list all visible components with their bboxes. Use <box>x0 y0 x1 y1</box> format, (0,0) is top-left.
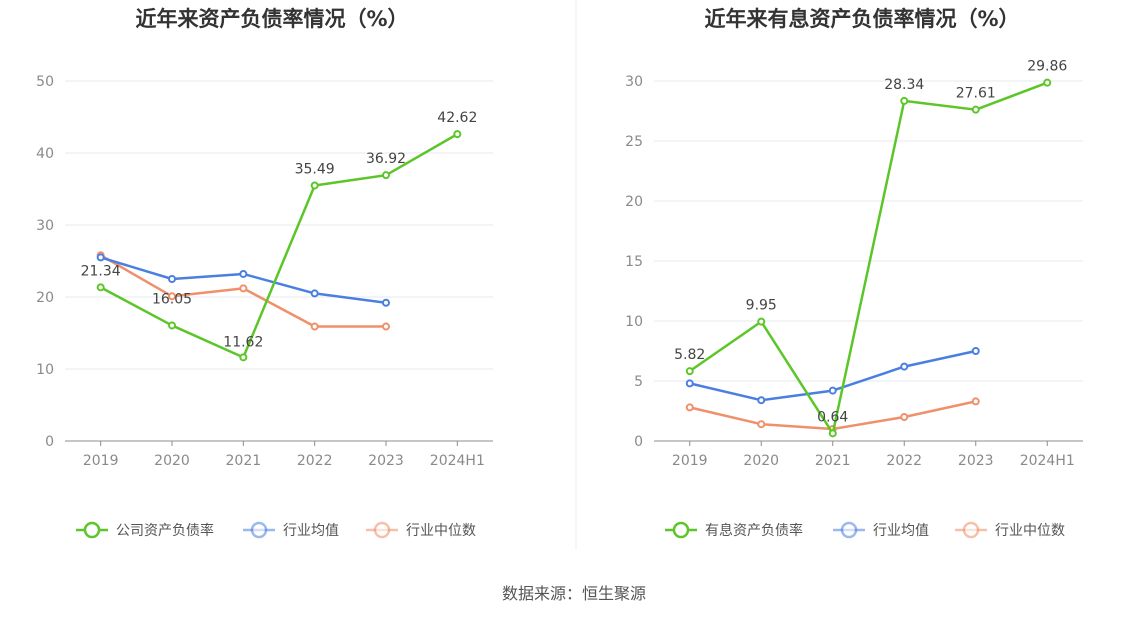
data-label: 27.61 <box>956 86 996 102</box>
x-tick-label: 2024H1 <box>430 453 485 469</box>
data-label: 36.92 <box>366 151 406 167</box>
chart-title: 近年来资产负债率情况（%） <box>135 7 408 31</box>
y-tick-label: 30 <box>625 74 643 90</box>
legend-swatch-marker <box>840 521 858 539</box>
data-point <box>168 292 176 301</box>
data-point <box>828 429 837 438</box>
data-point <box>96 253 105 262</box>
data-point <box>310 289 319 298</box>
data-label: 42.62 <box>437 110 477 126</box>
legend-label: 行业均值 <box>283 523 339 539</box>
data-point <box>382 298 390 307</box>
data-point <box>828 386 837 395</box>
data-point <box>453 130 462 139</box>
x-tick-label: 2019 <box>672 453 708 469</box>
data-label: 0.64 <box>817 409 848 425</box>
data-source: 数据来源：恒生聚源 <box>502 584 646 603</box>
data-label: 5.82 <box>674 347 705 363</box>
chart-title: 近年来有息资产负债率情况（%） <box>704 7 1019 31</box>
y-tick-label: 10 <box>625 314 643 330</box>
data-point <box>900 96 909 105</box>
data-point <box>685 367 694 376</box>
data-label: 11.62 <box>223 334 263 350</box>
y-tick-label: 40 <box>36 146 54 162</box>
data-point <box>757 317 766 326</box>
y-tick-label: 0 <box>45 434 54 450</box>
legend-label: 有息资产负债率 <box>705 522 803 539</box>
data-point <box>685 379 694 388</box>
x-tick-label: 2021 <box>226 453 262 469</box>
y-tick-label: 30 <box>36 218 54 234</box>
data-label: 29.86 <box>1027 59 1067 75</box>
x-tick-label: 2022 <box>297 453 333 469</box>
data-point <box>1043 78 1052 87</box>
data-label: 28.34 <box>884 77 924 93</box>
x-tick-label: 2023 <box>368 453 404 469</box>
data-point <box>168 321 176 330</box>
data-point <box>382 322 390 331</box>
legend-swatch-marker <box>962 521 980 539</box>
y-tick-label: 20 <box>36 290 54 306</box>
data-point <box>239 353 248 362</box>
data-point <box>757 420 766 429</box>
chart-debt-ratio: 近年来资产负债率情况（%） 0 10 20 30 40 50 2019 2020 2021 2022… <box>36 7 493 539</box>
legend-label: 行业中位数 <box>995 523 1065 539</box>
y-tick-label: 0 <box>634 434 643 450</box>
data-point <box>310 181 319 190</box>
x-tick-label: 2020 <box>743 453 779 469</box>
x-tick-label: 2022 <box>886 453 922 469</box>
data-point <box>96 283 105 292</box>
series-line <box>100 133 458 359</box>
y-tick-label: 10 <box>36 362 54 378</box>
data-point <box>239 269 248 278</box>
data-point <box>382 171 390 180</box>
legend-swatch-marker <box>83 521 101 539</box>
data-point <box>971 397 980 406</box>
chart-interest-bearing-debt-ratio: 近年来有息资产负债率情况（%） 0 5 10 15 20 25 30 2019 2020 2021 2… <box>625 7 1083 539</box>
y-tick-label: 50 <box>36 74 54 90</box>
data-point <box>685 403 694 412</box>
data-point <box>900 362 909 371</box>
data-label: 16.05 <box>152 291 192 307</box>
y-tick-label: 15 <box>625 254 643 270</box>
data-point <box>239 284 248 293</box>
legend-swatch-marker <box>250 521 268 539</box>
data-point <box>900 413 909 421</box>
data-point <box>310 322 319 331</box>
data-label: 35.49 <box>295 161 335 177</box>
legend-label: 公司资产负债率 <box>116 522 214 539</box>
y-tick-label: 25 <box>625 134 643 150</box>
legend-swatch-marker <box>373 521 391 539</box>
data-label: 21.34 <box>81 263 121 279</box>
legend-swatch-marker <box>672 521 690 539</box>
legend-label: 行业中位数 <box>406 523 476 539</box>
series-line <box>689 81 1048 435</box>
data-point <box>168 275 176 283</box>
data-point <box>971 105 980 114</box>
x-tick-label: 2021 <box>815 453 851 469</box>
y-tick-label: 5 <box>634 374 643 390</box>
data-label: 9.95 <box>746 298 777 314</box>
y-tick-label: 20 <box>625 194 643 210</box>
x-tick-label: 2024H1 <box>1020 453 1075 469</box>
x-tick-label: 2019 <box>83 453 119 469</box>
data-point <box>757 396 766 405</box>
data-point <box>971 347 980 355</box>
x-tick-label: 2020 <box>154 453 190 469</box>
x-tick-label: 2023 <box>958 453 994 469</box>
legend-label: 行业均值 <box>873 523 929 539</box>
